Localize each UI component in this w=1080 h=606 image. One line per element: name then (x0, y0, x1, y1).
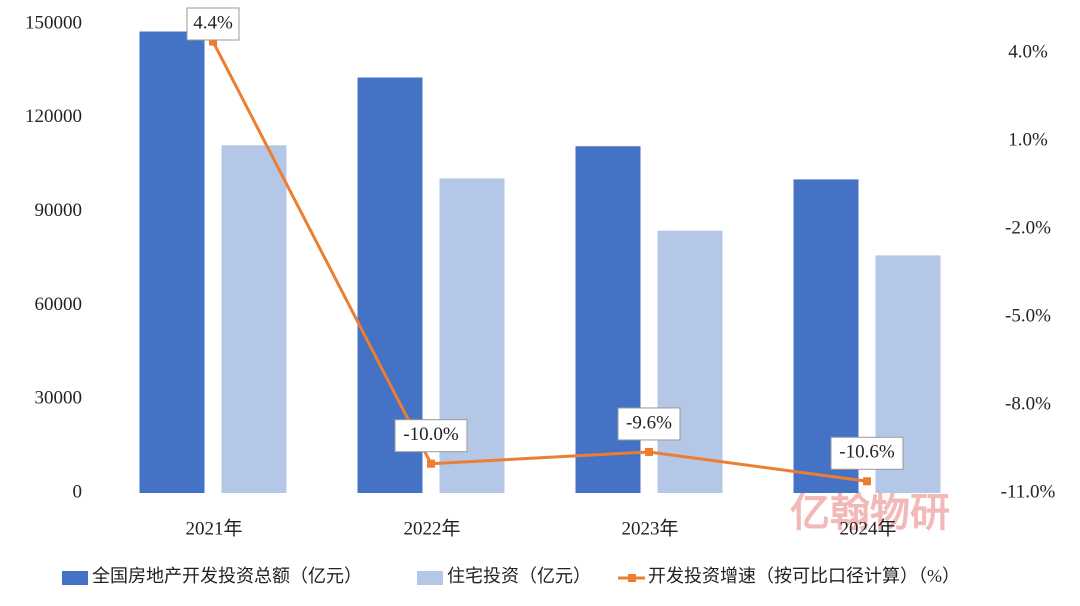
y2-tick-label: 1.0% (1008, 130, 1048, 151)
y-tick-label: 60000 (35, 294, 83, 315)
y2-tick-label: -8.0% (1005, 393, 1051, 414)
y-tick-label: 150000 (25, 12, 82, 33)
line (211, 40, 868, 483)
y-tick-label: 0 (73, 481, 83, 502)
bar (575, 146, 641, 493)
legend-label: 全国房地产开发投资总额（亿元） (92, 566, 362, 586)
line-marker (427, 459, 435, 468)
data-label: -10.6% (839, 442, 895, 463)
x-tick-label: 2024年 (839, 517, 896, 539)
legend-swatch (417, 571, 443, 585)
x-tick-label: 2023年 (621, 517, 678, 539)
data-label-box (394, 419, 468, 453)
y2-tick-label: -2.0% (1005, 218, 1051, 239)
x-tick-label: 2022年 (403, 517, 460, 539)
legend-label: 住宅投资（亿元） (447, 566, 591, 586)
data-label-box (830, 436, 904, 470)
line-marker (863, 477, 871, 486)
legend-marker (628, 574, 636, 582)
data-label-box (617, 407, 681, 441)
line-marker (645, 447, 653, 456)
legend-label: 开发投资增速（按可比口径计算）（%） (648, 566, 960, 586)
legend-swatch (62, 571, 88, 585)
y2-tick-label: -11.0% (1001, 481, 1056, 502)
y-tick-label: 30000 (35, 388, 83, 409)
bar (139, 31, 205, 494)
x-tick-label: 2021年 (185, 517, 242, 539)
data-label: -10.0% (403, 424, 459, 445)
data-label: -9.6% (626, 412, 672, 433)
y-tick-label: 90000 (35, 200, 83, 221)
data-label-box (186, 7, 240, 41)
bar (657, 230, 723, 493)
line-marker (209, 37, 217, 46)
y2-tick-label: -5.0% (1005, 305, 1051, 326)
bar (221, 145, 287, 493)
y-tick-label: 120000 (25, 106, 82, 127)
y2-tick-label: 4.0% (1008, 42, 1048, 63)
watermark: 亿翰物研 (790, 490, 950, 536)
data-label: 4.4% (193, 12, 233, 33)
